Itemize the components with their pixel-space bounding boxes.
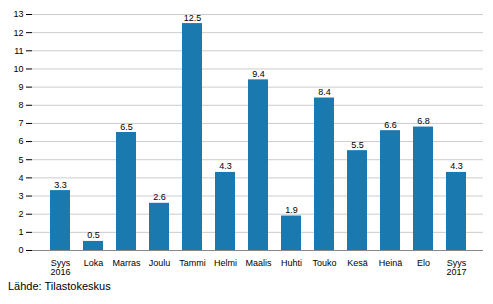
svg-text:Maalis: Maalis — [245, 258, 272, 268]
svg-text:2: 2 — [18, 209, 23, 219]
svg-text:1: 1 — [18, 227, 23, 237]
svg-text:0: 0 — [18, 245, 23, 255]
svg-text:Heinä: Heinä — [379, 258, 403, 268]
svg-text:6.5: 6.5 — [120, 122, 133, 132]
svg-text:9: 9 — [18, 82, 23, 92]
svg-text:6: 6 — [18, 136, 23, 146]
svg-text:9.4: 9.4 — [252, 69, 265, 79]
svg-text:Kesä: Kesä — [347, 258, 368, 268]
svg-text:4.3: 4.3 — [450, 161, 463, 171]
svg-text:0.5: 0.5 — [87, 230, 100, 240]
svg-text:13: 13 — [13, 9, 23, 19]
svg-text:5: 5 — [18, 155, 23, 165]
svg-text:Helmi: Helmi — [214, 258, 237, 268]
svg-text:8: 8 — [18, 100, 23, 110]
svg-text:Syys2016: Syys2016 — [50, 258, 70, 277]
svg-text:8.4: 8.4 — [318, 87, 331, 97]
html-text:Lähde: Tilastokeskus: Lähde: Tilastokeskus — [8, 280, 111, 292]
svg-text:3: 3 — [18, 191, 23, 201]
svg-text:Marras: Marras — [112, 258, 141, 268]
svg-text:5.5: 5.5 — [351, 140, 364, 150]
svg-text:10: 10 — [13, 64, 23, 74]
svg-text:6.6: 6.6 — [384, 120, 397, 130]
svg-text:4.3: 4.3 — [219, 161, 232, 171]
svg-text:7: 7 — [18, 118, 23, 128]
svg-text:Syys2017: Syys2017 — [446, 258, 466, 277]
svg-text:12.5: 12.5 — [184, 13, 202, 23]
svg-text:Elo: Elo — [417, 258, 430, 268]
svg-text:Huhti: Huhti — [281, 258, 302, 268]
svg-text:4: 4 — [18, 173, 23, 183]
svg-text:2.6: 2.6 — [153, 192, 166, 202]
svg-text:11: 11 — [14, 46, 23, 56]
svg-text:3.3: 3.3 — [54, 180, 67, 190]
svg-text:6.8: 6.8 — [417, 116, 430, 126]
svg-text:Touko: Touko — [312, 258, 336, 268]
svg-text:Loka: Loka — [84, 258, 104, 268]
svg-text:Joulu: Joulu — [149, 258, 171, 268]
svg-text:1.9: 1.9 — [285, 205, 298, 215]
svg-text:Tammi: Tammi — [179, 258, 206, 268]
svg-text:12: 12 — [13, 28, 23, 38]
